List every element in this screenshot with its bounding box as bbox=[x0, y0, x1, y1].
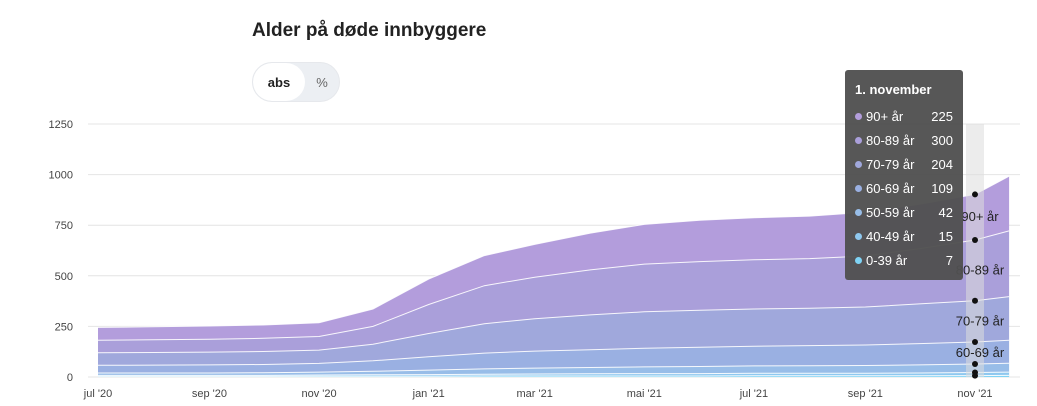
tooltip-row: 70-79 år 204 bbox=[855, 152, 953, 176]
hover-marker bbox=[972, 338, 978, 345]
area-boundary-line bbox=[98, 362, 1010, 374]
percent-toggle-button[interactable]: % bbox=[316, 74, 328, 90]
hover-marker bbox=[972, 361, 978, 368]
tooltip-row-label: 90+ år bbox=[866, 108, 904, 124]
series-inline-label: 80-89 år bbox=[956, 262, 1005, 277]
series-color-dot-icon bbox=[855, 112, 862, 120]
abs-percent-toggle[interactable]: abs % bbox=[252, 62, 340, 102]
tooltip-row-value: 42 bbox=[938, 204, 953, 220]
y-tick-label: 0 bbox=[67, 372, 73, 384]
series-color-dot-icon bbox=[855, 256, 862, 264]
tooltip-row-label: 40-49 år bbox=[866, 228, 915, 244]
tooltip-row: 50-59 år 42 bbox=[855, 200, 953, 224]
tooltip-row-value: 300 bbox=[931, 132, 953, 148]
series-inline-label: 90+ år bbox=[961, 209, 999, 224]
area-series-70-79-r bbox=[98, 296, 1010, 366]
hover-band bbox=[966, 124, 984, 377]
x-tick-label: jul '20 bbox=[83, 388, 112, 400]
x-tick-label: nov '20 bbox=[301, 388, 336, 400]
x-tick-label: mar '21 bbox=[517, 388, 553, 400]
series-inline-label: 60-69 år bbox=[956, 345, 1005, 360]
x-tick-label: jan '21 bbox=[412, 388, 445, 400]
area-boundary-line bbox=[97, 339, 1010, 366]
hover-marker bbox=[972, 297, 978, 304]
tooltip-row: 0-39 år 7 bbox=[855, 248, 953, 272]
tooltip-row-value: 7 bbox=[945, 252, 953, 268]
area-series-80-89-r bbox=[98, 230, 1010, 353]
tooltip-row-label: 0-39 år bbox=[866, 252, 908, 268]
y-tick-label: 750 bbox=[55, 220, 73, 232]
hover-marker bbox=[972, 369, 978, 376]
area-series-60-69-r bbox=[98, 340, 1010, 373]
series-inline-label: 70-79 år bbox=[956, 313, 1005, 328]
area-boundary-line bbox=[98, 374, 1010, 377]
y-tick-label: 250 bbox=[55, 321, 73, 333]
chart-title: Alder på døde innbyggere bbox=[252, 20, 487, 41]
tooltip-row: 60-69 år 109 bbox=[855, 176, 953, 200]
series-color-dot-icon bbox=[855, 208, 862, 216]
tooltip-row-value: 225 bbox=[931, 108, 953, 124]
y-tick-label: 500 bbox=[55, 271, 73, 283]
tooltip-row-label: 70-79 år bbox=[866, 156, 915, 172]
hover-marker bbox=[972, 236, 978, 243]
hover-marker bbox=[972, 191, 978, 198]
series-color-dot-icon bbox=[855, 160, 862, 168]
area-boundary-line bbox=[97, 296, 1010, 354]
abs-toggle-button[interactable]: abs bbox=[253, 63, 305, 101]
tooltip-row: 80-89 år 300 bbox=[855, 128, 953, 152]
tooltip-row-value: 204 bbox=[931, 156, 953, 172]
x-tick-label: jul '21 bbox=[739, 388, 768, 400]
area-boundary-line bbox=[98, 371, 1010, 376]
tooltip-row-label: 80-89 år bbox=[866, 132, 915, 148]
series-color-dot-icon bbox=[855, 136, 862, 144]
series-color-dot-icon bbox=[855, 232, 862, 240]
tooltip-row-value: 109 bbox=[931, 180, 953, 196]
x-tick-label: nov '21 bbox=[957, 388, 992, 400]
x-tick-label: sep '20 bbox=[192, 388, 227, 400]
tooltip-rows: 90+ år 225 80-89 år 300 70-79 år 204 60-69 år 1… bbox=[855, 104, 953, 272]
y-tick-label: 1250 bbox=[49, 119, 73, 131]
tooltip-row: 40-49 år 15 bbox=[855, 224, 953, 248]
tooltip-title: 1. november bbox=[855, 82, 932, 97]
series-color-dot-icon bbox=[855, 184, 862, 192]
y-tick-label: 1000 bbox=[49, 170, 73, 182]
tooltip-row-label: 50-59 år bbox=[866, 204, 915, 220]
hover-tooltip: 1. november 90+ år 225 80-89 år 300 70-79 år… bbox=[845, 70, 963, 280]
tooltip-row-value: 15 bbox=[938, 228, 953, 244]
tooltip-row: 90+ år 225 bbox=[855, 104, 953, 128]
x-tick-label: sep '21 bbox=[848, 388, 883, 400]
tooltip-row-label: 60-69 år bbox=[866, 180, 915, 196]
x-tick-label: mai '21 bbox=[627, 388, 662, 400]
